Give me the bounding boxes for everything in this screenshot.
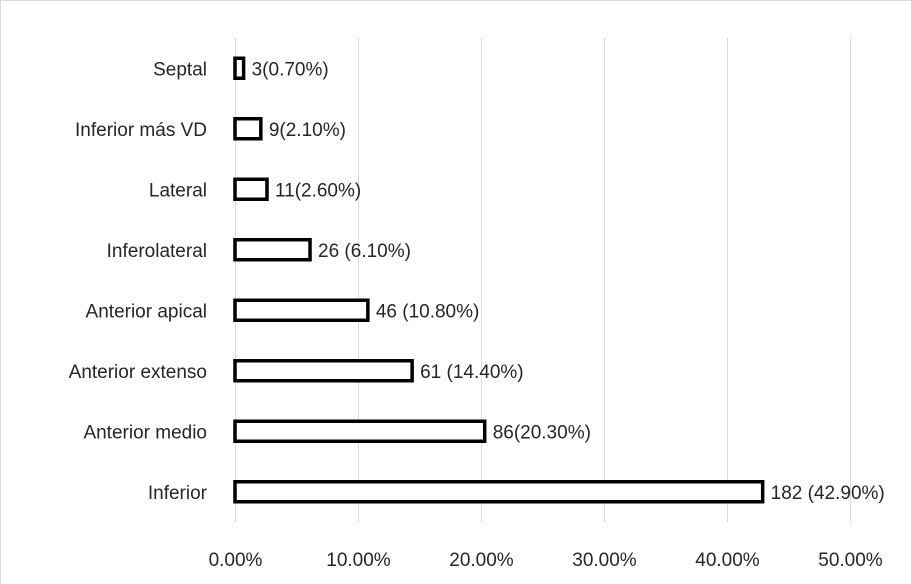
data-label: 9(2.10%) xyxy=(269,120,346,141)
category-labels: Septal Inferior más VD Lateral Inferolatera… xyxy=(69,59,208,504)
bar xyxy=(233,359,414,383)
data-label: 61 (14.40%) xyxy=(420,362,524,383)
category-label: Septal xyxy=(153,59,207,80)
data-label: 46 (10.80%) xyxy=(376,301,480,322)
x-tick-label: 10.00% xyxy=(326,550,391,571)
category-label: Anterior extenso xyxy=(69,362,207,383)
category-label: Inferior más VD xyxy=(75,120,207,141)
category-label: Lateral xyxy=(149,180,207,201)
data-label: 86(20.30%) xyxy=(493,422,591,443)
x-tick-label: 40.00% xyxy=(695,550,760,571)
bar xyxy=(233,480,765,504)
x-tick-label: 0.00% xyxy=(209,550,263,571)
bar xyxy=(233,238,312,262)
bar xyxy=(233,298,370,322)
bar xyxy=(233,419,487,443)
data-label: 11(2.60%) xyxy=(275,180,361,201)
bars xyxy=(233,56,765,504)
x-tick-label: 50.00% xyxy=(818,550,883,571)
x-tick-label: 20.00% xyxy=(449,550,514,571)
category-label: Anterior apical xyxy=(86,301,207,322)
bar xyxy=(233,56,246,80)
data-label: 182 (42.90%) xyxy=(771,483,885,504)
data-label: 3(0.70%) xyxy=(252,59,329,80)
category-label: Inferior xyxy=(148,483,208,504)
bar xyxy=(233,177,269,201)
x-tick-label: 30.00% xyxy=(572,550,637,571)
bar xyxy=(233,117,263,141)
data-labels: 3(0.70%) 9(2.10%) 11(2.60%) 26 (6.10%) 46 (1… xyxy=(252,59,885,504)
category-label: Inferolateral xyxy=(107,241,207,262)
data-label: 26 (6.10%) xyxy=(318,241,411,262)
category-label: Anterior medio xyxy=(83,422,207,443)
x-tick-labels: 0.00% 10.00% 20.00% 30.00% 40.00% 50.00% xyxy=(209,550,883,571)
